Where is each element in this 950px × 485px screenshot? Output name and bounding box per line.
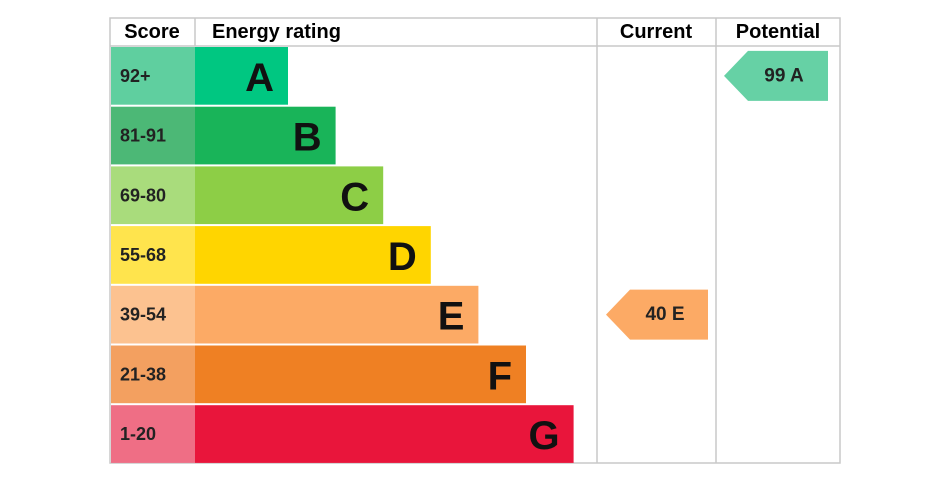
score-range: 21-38 <box>120 364 166 384</box>
current-label: 40 E <box>645 304 684 325</box>
score-range: 55-68 <box>120 245 166 265</box>
potential-arrow <box>724 50 828 101</box>
potential-label: 99 A <box>764 65 804 86</box>
rating-letter: F <box>488 354 512 398</box>
score-range: 1-20 <box>120 424 156 444</box>
header-rating: Energy rating <box>212 21 341 43</box>
frame <box>109 17 841 464</box>
score-cell <box>111 285 195 344</box>
rating-letter: B <box>293 116 322 160</box>
score-range: 69-80 <box>120 185 166 205</box>
grid <box>109 17 841 464</box>
header-current: Current <box>620 21 693 43</box>
rating-bar <box>195 166 384 225</box>
rating-letter: D <box>388 235 417 279</box>
rating-bar <box>195 47 288 105</box>
rating-letter: E <box>438 295 465 339</box>
rating-letter: C <box>340 175 369 219</box>
rating-bar <box>195 106 336 165</box>
score-range: 39-54 <box>120 305 166 325</box>
rating-letter: G <box>528 414 559 458</box>
rating-letter: A <box>245 56 274 100</box>
score-range: 81-91 <box>120 126 166 146</box>
score-cell <box>111 166 195 225</box>
current-arrow <box>606 289 708 340</box>
score-cell <box>111 106 195 165</box>
header-potential: Potential <box>736 21 820 43</box>
rating-bar <box>195 405 574 463</box>
rating-bar <box>195 226 431 284</box>
rating-bar <box>195 345 526 404</box>
score-cell <box>111 226 195 284</box>
score-cell <box>111 405 195 463</box>
score-range: 92+ <box>120 66 151 86</box>
score-cell <box>111 345 195 404</box>
header-score: Score <box>124 21 180 43</box>
score-cell <box>111 47 195 105</box>
rating-bar <box>195 285 479 344</box>
